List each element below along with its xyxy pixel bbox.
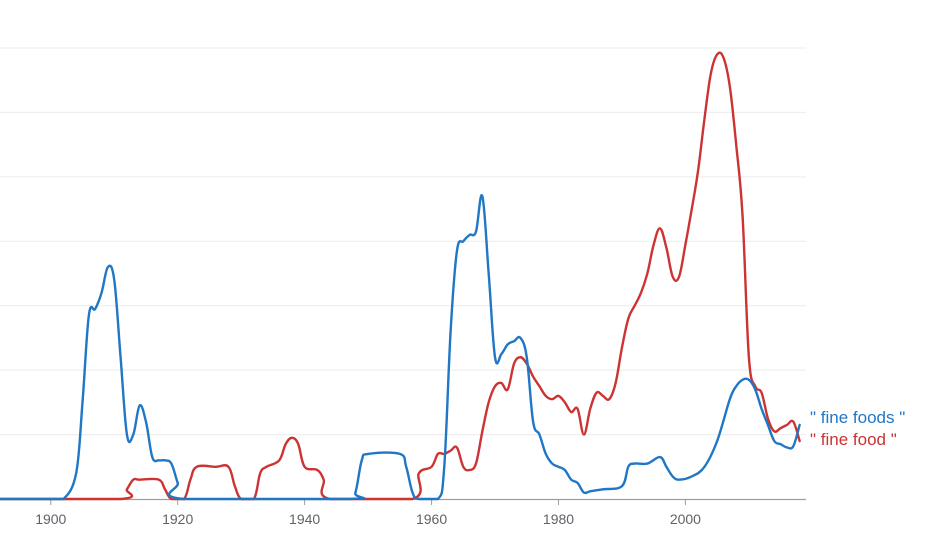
- x-tick-label: 1920: [162, 511, 193, 527]
- gridlines: [0, 47, 806, 436]
- x-tick-label: 1940: [289, 511, 320, 527]
- legend-label-fine-foods: " fine foods ": [810, 408, 905, 427]
- x-tick-label: 2000: [670, 511, 701, 527]
- legend: " fine foods " " fine food ": [810, 408, 905, 449]
- x-tick-label: 1980: [543, 511, 574, 527]
- legend-label-fine-food: " fine food ": [810, 430, 897, 449]
- series-line-fine-food[interactable]: [0, 51, 801, 501]
- x-axis: 1900 1920 1940 1960 1980 2000: [0, 498, 806, 527]
- x-tick-label: 1960: [416, 511, 447, 527]
- x-tick-label: 1900: [35, 511, 66, 527]
- series-line-fine-foods[interactable]: [0, 194, 801, 501]
- series-lines: [0, 51, 801, 501]
